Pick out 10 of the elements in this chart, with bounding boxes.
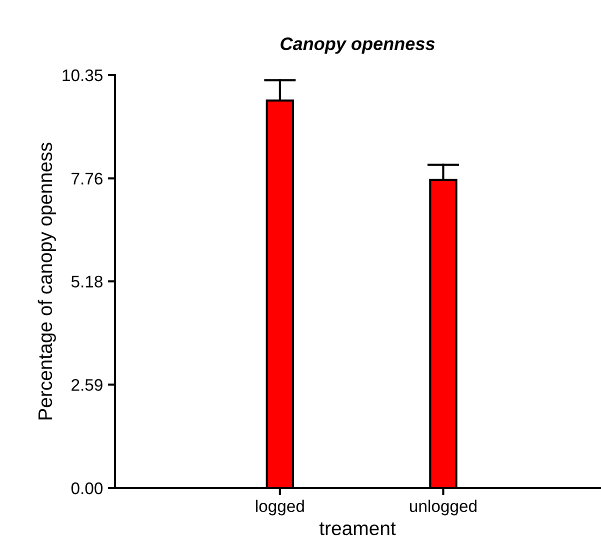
chart-title: Canopy openness (280, 37, 435, 54)
x-axis-title: treament (319, 522, 396, 536)
y-tick-label: 7.76 (72, 172, 102, 185)
y-tick-label: 10.35 (62, 69, 102, 82)
x-tick-label: logged (256, 500, 304, 516)
y-tick-label: 5.18 (71, 276, 102, 288)
y-tick-label: 2.59 (72, 379, 102, 391)
x-tick-label: unlogged (410, 500, 476, 516)
y-tick-label: 0.00 (71, 482, 103, 494)
y-axis-title: Percentage of canopy openness (38, 142, 56, 420)
